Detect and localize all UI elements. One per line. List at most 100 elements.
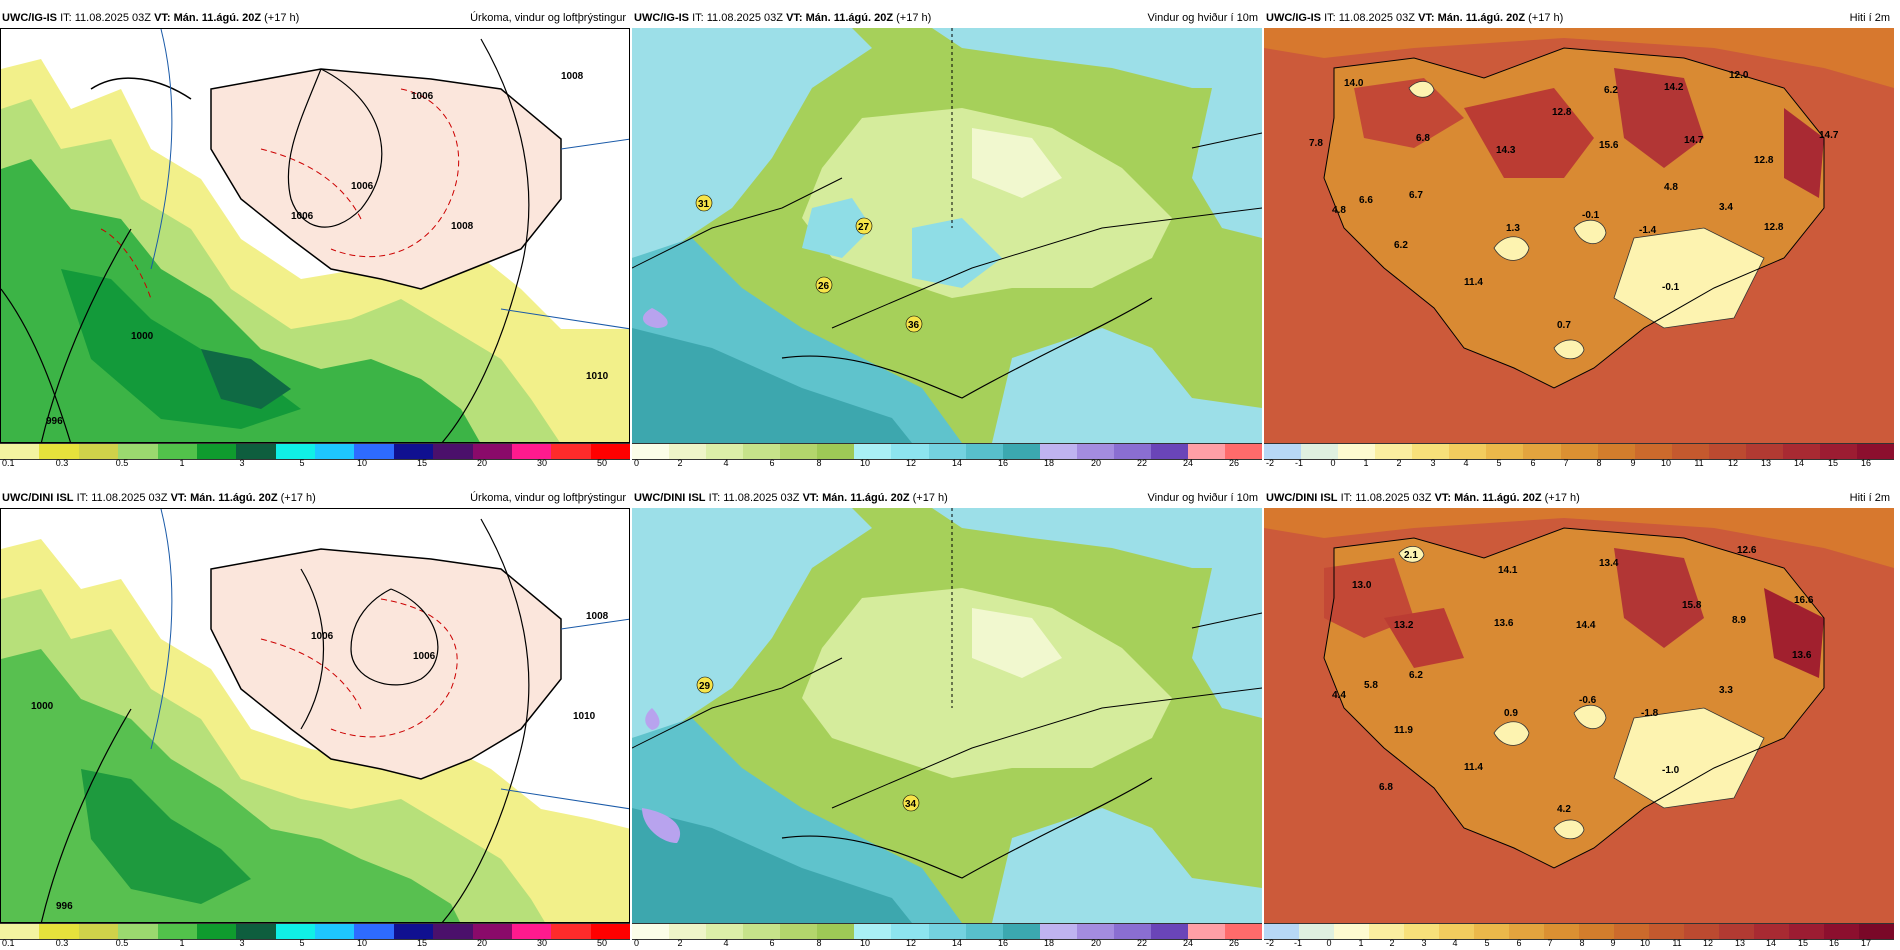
panel-precip-bottom: UWC/DINI ISL IT: 11.08.2025 03Z VT: Mán.… <box>0 488 630 948</box>
temp-label: 4.2 <box>1557 804 1571 815</box>
legend-tick: 2 <box>677 938 683 948</box>
temp-label: 12.8 <box>1764 222 1784 233</box>
legend-tick: 14 <box>1793 458 1805 468</box>
legend-tick: 6 <box>769 458 775 468</box>
legend-swatch <box>1782 444 1820 459</box>
legend-swatch <box>1684 924 1719 939</box>
temp-map-svg: 2.1 13.0 14.1 13.4 12.6 15.8 16.6 13.2 1… <box>1264 508 1894 923</box>
legend-tick: 1 <box>1363 458 1369 468</box>
legend-tick: 15 <box>1797 938 1809 948</box>
legend-swatch <box>393 444 434 459</box>
legend-swatch <box>1857 444 1895 459</box>
legend-tick: 0 <box>1326 938 1332 948</box>
temp-label: 16.6 <box>1794 595 1814 606</box>
legend-tick: 18 <box>1043 938 1055 948</box>
legend-swatch <box>1789 924 1824 939</box>
temp-label: 5.8 <box>1364 680 1378 691</box>
it-label: IT: <box>76 492 89 504</box>
temp-label: 6.2 <box>1604 85 1618 96</box>
temp-label: 14.3 <box>1496 145 1516 156</box>
legend-tick: 8 <box>816 938 822 948</box>
it-label: IT: <box>60 12 72 24</box>
temp-label: 13.0 <box>1352 580 1372 591</box>
panel-title: Hiti í 2m <box>1849 492 1890 504</box>
legend-swatch <box>1449 444 1487 459</box>
legend-swatch <box>891 924 929 939</box>
legend-swatch <box>891 444 929 459</box>
legend-tick: 4 <box>723 458 729 468</box>
temp-label: 14.4 <box>1576 620 1596 631</box>
legend-swatch <box>1113 924 1151 939</box>
temp-label: -1.4 <box>1639 225 1657 236</box>
isobar-label: 1008 <box>586 611 609 622</box>
legend-swatch <box>1560 444 1598 459</box>
legend-tick: 10 <box>356 458 368 468</box>
legend-swatch <box>433 444 473 459</box>
temp-label: 1.3 <box>1506 223 1520 234</box>
legend-swatch <box>354 444 394 459</box>
precip-map: 1006 1006 1008 1010 1000 996 <box>0 508 630 923</box>
temp-label: 12.0 <box>1729 70 1749 81</box>
panel-header: UWC/IG-IS IT: 11.08.2025 03Z VT: Mán. 11… <box>1264 8 1894 28</box>
valid-time: Mán. 11.ágú. 20Z <box>1437 12 1526 24</box>
gust-label: 34 <box>905 799 917 810</box>
init-time: 11.08.2025 03Z <box>706 12 783 24</box>
legend-swatch <box>0 924 40 939</box>
temp-label: 13.2 <box>1394 620 1414 631</box>
isobar-label: 1000 <box>131 331 154 342</box>
legend-tick: 10 <box>356 938 368 948</box>
legend-swatch <box>1002 924 1040 939</box>
legend-tick: -1 <box>1294 458 1304 468</box>
lead-time: (+17 h) <box>896 12 932 24</box>
panel-header: UWC/DINI ISL IT: 11.08.2025 03Z VT: Mán.… <box>632 488 1262 508</box>
gust-label: 31 <box>698 199 710 210</box>
precip-legend-ticks: 0.1 0.3 0.5 1 3 5 10 15 20 30 50 <box>0 458 630 470</box>
isobar-label: 1006 <box>291 211 314 222</box>
temp-label: -0.1 <box>1582 210 1600 221</box>
legend-tick: 2 <box>677 458 683 468</box>
legend-tick: 50 <box>596 938 608 948</box>
legend-tick: 4 <box>1452 938 1458 948</box>
legend-tick: 0.1 <box>2 458 15 468</box>
temp-label: 6.6 <box>1359 195 1373 206</box>
temp-label: 12.6 <box>1737 545 1757 556</box>
legend-tick: 10 <box>859 938 871 948</box>
model-name: UWC/DINI ISL <box>1266 492 1338 504</box>
legend-swatch <box>78 924 119 939</box>
legend-tick: 10 <box>1660 458 1672 468</box>
legend-swatch <box>1474 924 1509 939</box>
legend-tick: 8 <box>1596 458 1602 468</box>
panel-wind-top: UWC/IG-IS IT: 11.08.2025 03Z VT: Mán. 11… <box>632 8 1263 468</box>
legend-swatch <box>315 924 355 939</box>
legend-swatch <box>1579 924 1614 939</box>
legend-swatch <box>743 444 781 459</box>
temp-label: 12.8 <box>1552 107 1572 118</box>
legend-tick: 6 <box>1530 458 1536 468</box>
legend-tick: 3 <box>239 458 245 468</box>
legend-swatch <box>511 924 552 939</box>
legend-swatch <box>590 924 630 939</box>
legend-tick: 2 <box>1396 458 1402 468</box>
legend-swatch <box>854 924 892 939</box>
legend-tick: 16 <box>1828 938 1840 948</box>
legend-tick: 6 <box>1516 938 1522 948</box>
legend-tick: 12 <box>1702 938 1714 948</box>
panel-title: Úrkoma, vindur og loftþrýstingur <box>470 492 626 504</box>
it-label: IT: <box>1340 492 1353 504</box>
legend-tick: 1 <box>179 458 185 468</box>
panel-header: UWC/DINI ISL IT: 11.08.2025 03Z VT: Mán.… <box>1264 488 1894 508</box>
init-time: 11.08.2025 03Z <box>723 492 800 504</box>
model-name: UWC/IG-IS <box>634 12 689 24</box>
legend-swatch <box>1225 444 1263 459</box>
legend-swatch <box>275 924 315 939</box>
panel-title: Hiti í 2m <box>1849 12 1890 24</box>
legend-swatch <box>632 444 670 459</box>
temp-label: -1.0 <box>1662 765 1680 776</box>
temp-map-svg: 14.0 7.8 6.8 14.3 12.8 6.2 14.2 12.0 15.… <box>1264 28 1894 443</box>
temp-label: 14.2 <box>1664 82 1684 93</box>
legend-tick: 13 <box>1734 938 1746 948</box>
legend-tick: 5 <box>1484 938 1490 948</box>
panel-temp-bottom: UWC/DINI ISL IT: 11.08.2025 03Z VT: Mán.… <box>1264 488 1894 948</box>
legend-swatch <box>315 444 355 459</box>
gust-label: 26 <box>818 281 830 292</box>
